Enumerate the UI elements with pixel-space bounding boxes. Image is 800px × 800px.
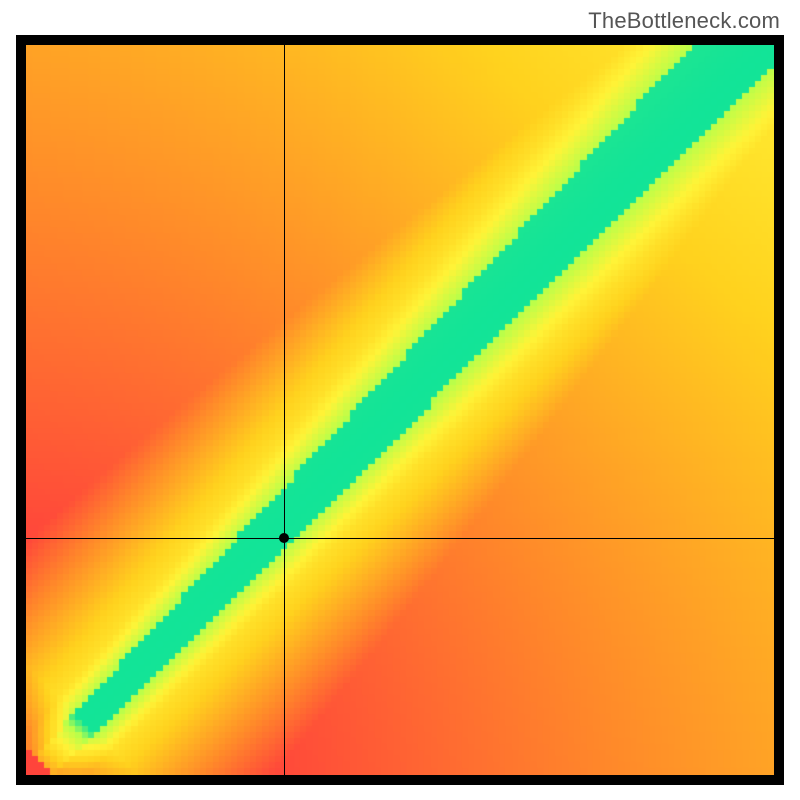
- page-container: TheBottleneck.com: [0, 0, 800, 800]
- crosshair-dot: [279, 533, 289, 543]
- heatmap-canvas: [26, 45, 774, 775]
- heatmap-frame: [16, 35, 784, 785]
- heatmap-inner: [26, 45, 774, 775]
- crosshair-horizontal: [26, 538, 774, 539]
- watermark-text: TheBottleneck.com: [588, 8, 780, 34]
- crosshair-vertical: [284, 45, 285, 775]
